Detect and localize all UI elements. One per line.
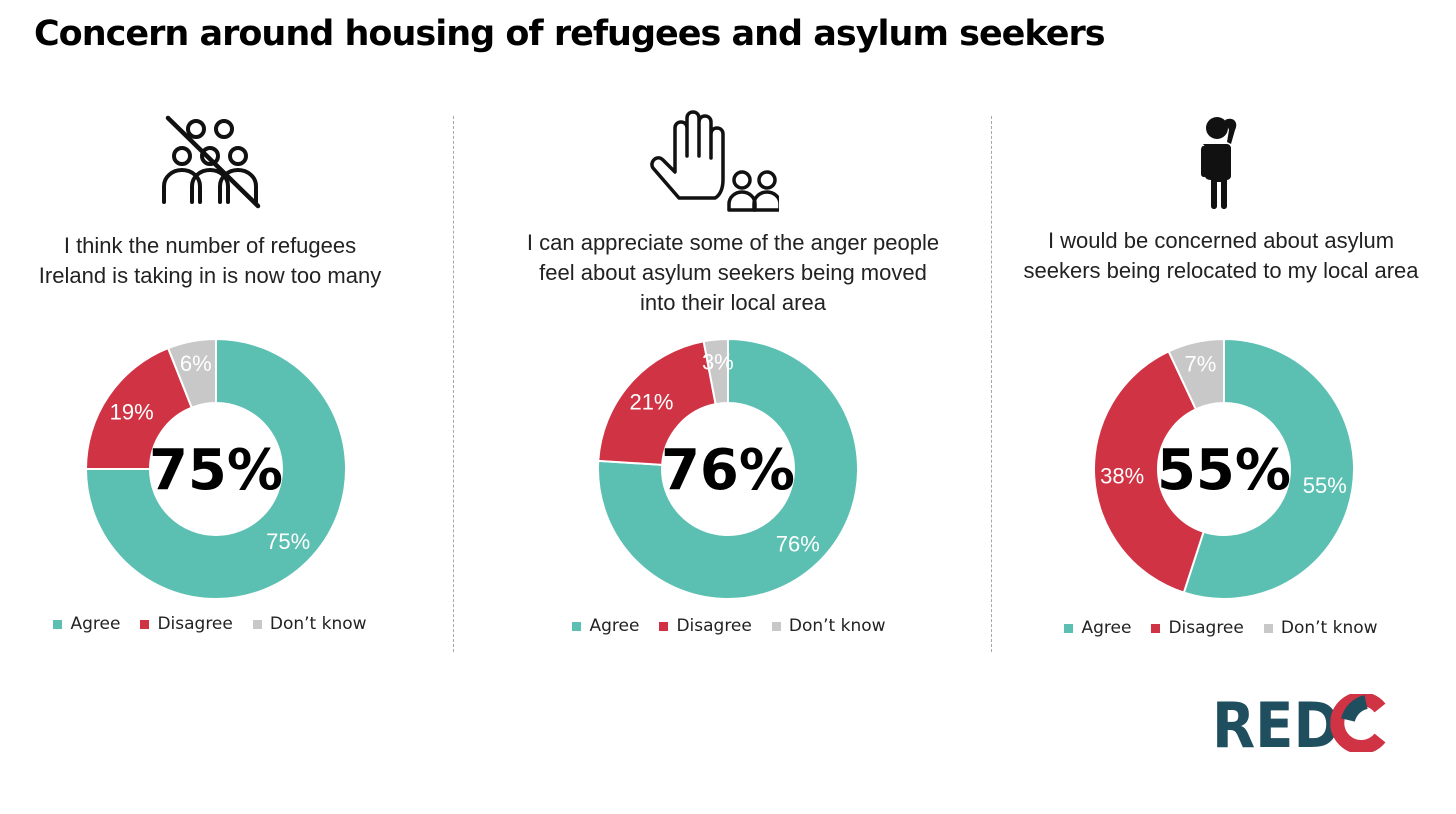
legend-swatch-agree	[1064, 623, 1074, 633]
legend-swatch-agree	[53, 619, 63, 629]
donut-segment-dont-know	[166, 337, 217, 409]
statement-text: I would be concerned about asylum seeker…	[1023, 228, 1419, 283]
legend-swatch-dont-know	[252, 619, 262, 629]
chart-panel-2: I can appreciate some of the anger peopl…	[513, 0, 953, 700]
segment-label-disagree: 38%	[1100, 463, 1144, 488]
legend-label-dont-know: Don’t know	[269, 614, 367, 634]
legend-label-dont-know: Don’t know	[1280, 618, 1378, 638]
no-people-icon	[162, 115, 261, 209]
redc-logo-c	[1330, 694, 1386, 752]
legend-label-dont-know: Don’t know	[788, 616, 886, 636]
donut-segment-agree	[1182, 337, 1355, 600]
donut-chart-1: 75% 19% 6% 75%	[84, 337, 347, 600]
donut-segment-agree	[597, 337, 859, 600]
statement-text: I can appreciate some of the anger peopl…	[526, 230, 940, 315]
donut-center-value: 76%	[661, 438, 795, 503]
legend-item-disagree: Disagree	[1151, 618, 1244, 638]
legend-swatch-agree	[572, 621, 582, 631]
donut-center-value: 75%	[149, 438, 283, 503]
redc-logo: RED	[1212, 694, 1386, 752]
segment-label-dont-know: 6%	[180, 351, 212, 376]
raised-hand-people-icon	[650, 110, 779, 212]
legend-item-agree: Agree	[53, 614, 120, 634]
legend-swatch-dont-know	[771, 621, 781, 631]
legend-item-disagree: Disagree	[659, 616, 752, 636]
segment-label-dont-know: 3%	[702, 349, 734, 374]
donut-center-value: 55%	[1157, 438, 1291, 503]
legend-label-agree: Agree	[1081, 618, 1132, 638]
panel-divider	[453, 116, 454, 652]
legend-label-agree: Agree	[70, 614, 121, 634]
donut-chart-2: 76% 21% 3% 76%	[597, 337, 859, 600]
legend-label-disagree: Disagree	[676, 616, 752, 636]
segment-label-dont-know: 7%	[1185, 352, 1217, 377]
legend-item-dont-know: Don’t know	[252, 614, 367, 634]
donut-segment-dont-know	[1167, 337, 1225, 411]
worried-person-icon	[1201, 117, 1237, 209]
panel-divider	[991, 116, 992, 652]
legend-label-agree: Agree	[589, 616, 640, 636]
chart-legend: Agree Disagree Don’t know	[0, 614, 430, 634]
segment-label-agree: 75%	[266, 529, 310, 554]
chart-panel-3: I would be concerned about asylum seeker…	[1001, 0, 1441, 700]
donut-segment-dont-know	[702, 337, 729, 406]
legend-swatch-disagree	[1151, 623, 1161, 633]
donut-segment-disagree	[597, 340, 717, 466]
legend-item-dont-know: Don’t know	[1263, 618, 1378, 638]
legend-label-disagree: Disagree	[1168, 618, 1244, 638]
donut-segment-agree	[84, 337, 347, 600]
segment-label-agree: 55%	[1303, 473, 1347, 498]
legend-item-dont-know: Don’t know	[771, 616, 886, 636]
chart-legend: Agree Disagree Don’t know	[509, 616, 949, 636]
donut-segment-disagree	[84, 346, 194, 470]
legend-item-agree: Agree	[1064, 618, 1131, 638]
segment-label-disagree: 21%	[629, 390, 673, 415]
legend-swatch-disagree	[140, 619, 150, 629]
segment-label-disagree: 19%	[110, 400, 154, 425]
legend-label-disagree: Disagree	[157, 614, 233, 634]
chart-panel-1: I think the number of refugees Ireland i…	[0, 0, 430, 700]
page-title: Concern around housing of refugees and a…	[34, 14, 1106, 54]
legend-swatch-disagree	[659, 621, 669, 631]
redc-logo-text: RED	[1212, 694, 1340, 752]
segment-label-agree: 76%	[776, 531, 820, 556]
donut-segment-disagree	[1093, 350, 1205, 594]
legend-swatch-dont-know	[1263, 623, 1273, 633]
statement-text: I think the number of refugees Ireland i…	[38, 233, 382, 288]
legend-item-agree: Agree	[572, 616, 639, 636]
redc-logo-c-accent	[1341, 695, 1369, 723]
chart-legend: Agree Disagree Don’t know	[1001, 618, 1441, 638]
legend-item-disagree: Disagree	[140, 614, 233, 634]
donut-chart-3: 55% 38% 7% 55%	[1093, 337, 1355, 600]
